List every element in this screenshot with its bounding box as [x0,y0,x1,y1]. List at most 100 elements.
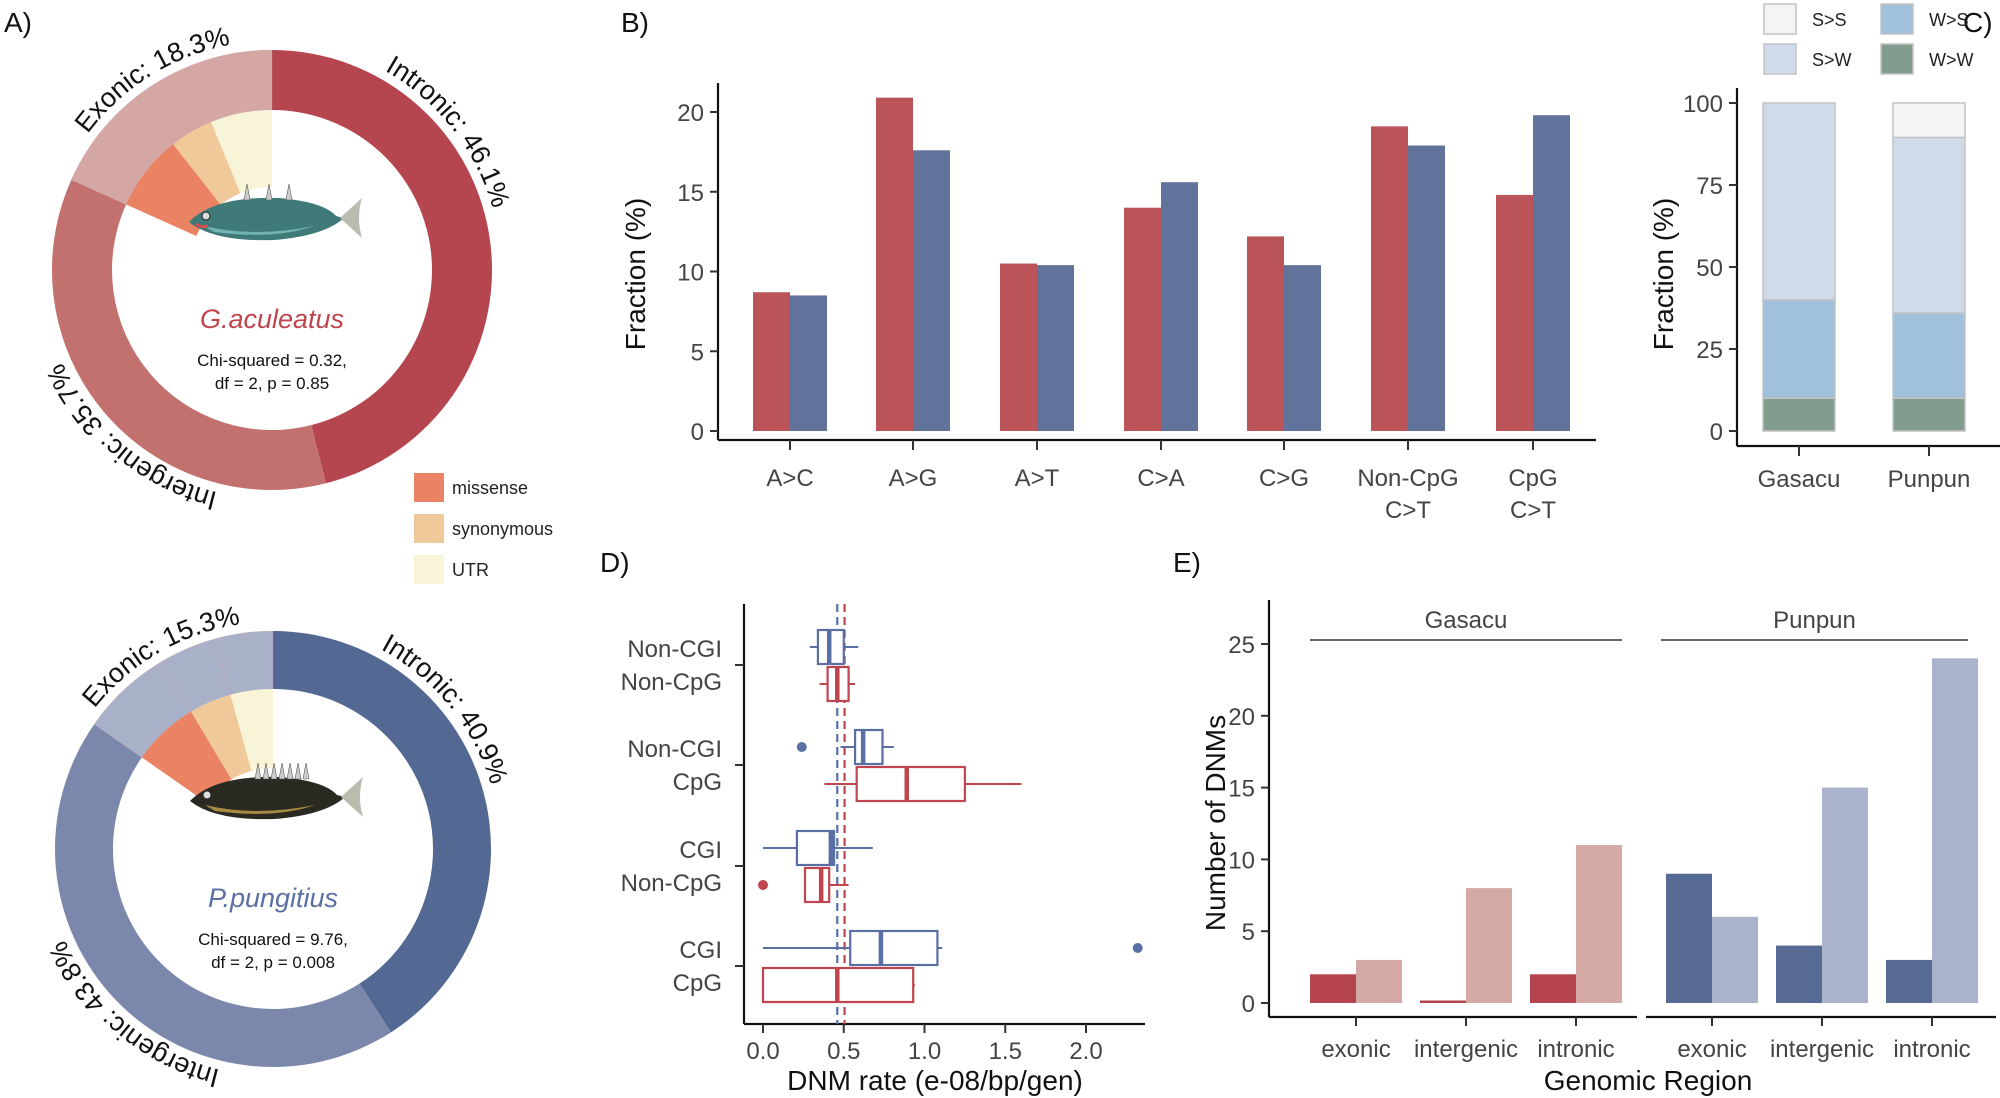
bar-blue [1161,182,1198,431]
y-tick-label: 25 [1228,632,1255,659]
panel-label-c: C) [1963,7,1993,38]
x-tick-label: C>T [1385,497,1431,524]
y-tick-label: Non-CpG [621,669,722,696]
x-tick-label: intronic [1893,1036,1970,1063]
x-axis-title: DNM rate (e-08/bp/gen) [787,1065,1083,1096]
box-iqr [853,728,884,766]
fish-mouth [195,222,209,229]
exonic-legend: missense synonymous UTR [414,473,553,584]
chi-squared-stat: Chi-squared = 9.76, [198,930,348,949]
y-axis-title: Number of DNMs [1200,715,1231,931]
fish-spine [285,183,293,201]
bar-red [753,292,790,431]
box-blue [809,628,859,666]
donut-subslice-missense [126,144,221,236]
x-axis-title: Genomic Region [1544,1065,1753,1096]
fish-eye [202,790,212,800]
x-tick-label: 1.5 [989,1038,1022,1065]
facet-punpun: Punpun exonic intergenic intronic [1646,607,1996,1063]
facet-strip-label: Gasacu [1425,607,1508,634]
legend-label-W>S: W>S [1929,10,1969,30]
fish-belly [204,226,314,235]
y-tick-label: CpG [673,769,722,796]
fish-body [190,776,345,820]
fish-spine [262,762,270,780]
x-tick-label: exonic [1677,1036,1746,1063]
y-tick-label: 0 [1242,991,1255,1018]
x-tick-label: C>T [1510,497,1556,524]
panel-label-a: A) [4,7,32,38]
df-p-stat: df = 2, p = 0.008 [211,953,335,972]
x-tick-label: Punpun [1888,466,1971,493]
y-tick-label: 5 [691,339,704,366]
bar-light [1712,916,1758,1003]
x-tick-label: exonic [1321,1036,1390,1063]
fish-spine [302,762,310,780]
legend-swatch-synonymous [414,514,444,543]
y-tick-label: Non-CGI [627,636,722,663]
y-tick-label: 10 [677,260,704,287]
x-tick-label: Non-CpG [1357,465,1458,492]
fish-spine [265,183,273,201]
panel-b-bar-chart: B) 0 5 10 15 20 Fraction (%) A>C A>G A>T C>A C>G Non… [620,7,1596,524]
x-tick-label: CpG [1508,465,1557,492]
x-tick-label: 0.5 [827,1038,860,1065]
y-tick-label: 50 [1696,255,1723,282]
y-tick-label: 5 [1242,919,1255,946]
x-tick-label: Gasacu [1758,466,1841,493]
legend-label-synonymous: synonymous [452,519,553,539]
x-tick-label: C>A [1137,465,1184,492]
outlier-point [1132,943,1143,953]
bar-dark [1420,1000,1466,1003]
donut-subslice-utr [211,110,272,194]
panel-label-e: E) [1173,547,1201,578]
box-red [824,765,1022,803]
bar-light [1932,658,1978,1003]
fish-spine [254,762,262,780]
donut-slice-intronic [272,50,492,484]
legend-swatch-UTR [414,555,444,584]
fish-spine [278,762,286,780]
fish-belly [205,805,315,814]
panel-label-d: D) [600,547,630,578]
box-iqr [795,829,836,867]
panel-label-b: B) [621,7,649,38]
stacked-bar-W>S [1892,312,1966,399]
x-tick-label: intronic [1537,1036,1614,1063]
x-tick-label: A>T [1015,465,1060,492]
x-tick-label: A>G [889,465,938,492]
facet-strip-label: Punpun [1773,607,1856,634]
outlier-point [758,880,768,890]
fish-tail [340,198,362,238]
x-tick-label: intergenic [1414,1036,1518,1063]
legend-swatch-W>S [1880,3,1914,35]
fish-illustration [190,762,363,820]
box-red [819,665,856,703]
fish-spine [270,762,278,780]
x-tick-label: C>G [1259,465,1309,492]
bar-red [1371,126,1408,431]
x-tick-label: 0.0 [746,1038,779,1065]
bar-dark [1310,974,1356,1003]
chi-squared-stat: Chi-squared = 0.32, [197,351,347,370]
box-blue [763,829,873,867]
donut-subslice-synonymous [173,122,241,205]
y-tick-label: 15 [677,180,704,207]
y-axis-title: Fraction (%) [1648,198,1679,350]
fish-eye [201,211,211,221]
donut-subslice-synonymous [190,694,252,780]
donut-g-aculeatus: Intronic: 46.1%Intergenic: 35.7%Exonic: … [41,21,516,516]
donut-subslice-utr [230,689,273,771]
legend-label-missense: missense [452,478,528,498]
y-tick-label: 20 [677,100,704,127]
legend-label-W>W: W>W [1929,50,1974,70]
bar-red [876,97,913,432]
fish-spine [286,762,294,780]
bar-light [1576,845,1622,1003]
legend-label-S>S: S>S [1812,10,1847,30]
y-axis-title: Fraction (%) [620,198,651,350]
bar-light [1822,787,1868,1003]
bar-blue [1533,115,1570,431]
bar-blue [1284,265,1321,431]
